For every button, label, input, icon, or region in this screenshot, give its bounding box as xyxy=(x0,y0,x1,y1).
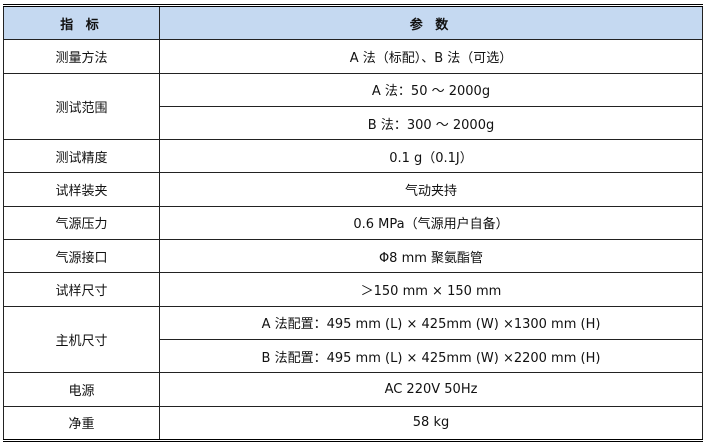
table-row: 测量方法 A 法（标配）、B 法（可选） xyxy=(3,39,703,74)
row-value: AC 220V 50Hz xyxy=(159,372,703,407)
row-label: 试样装夹 xyxy=(3,172,160,207)
table-row: 试样尺寸 ＞150 mm × 150 mm xyxy=(3,272,703,307)
header-parameter: 参 数 xyxy=(159,4,703,41)
row-value: 0.6 MPa（气源用户自备） xyxy=(159,205,703,241)
row-label: 试样尺寸 xyxy=(3,272,160,307)
table-row: 电源 AC 220V 50Hz xyxy=(3,372,703,407)
row-label: 测试范围 xyxy=(3,72,160,141)
row-value: A 法：50 ～ 2000g xyxy=(159,72,703,107)
spec-table: 指 标 参 数 测量方法 A 法（标配）、B 法（可选） 测试范围 A 法：50 ～ … xyxy=(3,4,703,442)
row-value: ＞150 mm × 150 mm xyxy=(159,272,703,307)
row-value: B 法配置：495 mm (L) × 425mm (W) ×2200 mm (H… xyxy=(159,338,703,374)
table-row: 主机尺寸 A 法配置：495 mm (L) × 425mm (W) ×1300 m… xyxy=(3,305,703,374)
row-label: 气源接口 xyxy=(3,239,160,274)
row-label: 主机尺寸 xyxy=(3,305,160,374)
row-label: 测量方法 xyxy=(3,39,160,74)
row-value: Φ8 mm 聚氨酯管 xyxy=(159,239,703,274)
table-row: 测试范围 A 法：50 ～ 2000g xyxy=(3,72,703,141)
row-label: 电源 xyxy=(3,372,160,407)
row-label: 净重 xyxy=(3,405,160,441)
row-label: 气源压力 xyxy=(3,205,160,241)
row-value: B 法：300 ～ 2000g xyxy=(159,105,703,141)
row-label: 测试精度 xyxy=(3,139,160,174)
table-row: 净重 58 kg xyxy=(3,405,703,441)
row-value: A 法（标配）、B 法（可选） xyxy=(159,39,703,74)
table-row: 试样装夹 气动夹持 xyxy=(3,172,703,207)
row-value: 气动夹持 xyxy=(159,172,703,207)
table-row: B 法配置：495 mm (L) × 425mm (W) ×2200 mm (H… xyxy=(4,338,703,374)
table-row: B 法：300 ～ 2000g xyxy=(4,105,703,141)
row-value: 58 kg xyxy=(159,405,703,441)
table-row: 气源接口 Φ8 mm 聚氨酯管 xyxy=(3,239,703,274)
table-row: 测试精度 0.1 g（0.1J） xyxy=(3,139,703,174)
table-row: 气源压力 0.6 MPa（气源用户自备） xyxy=(3,205,703,241)
row-value: A 法配置：495 mm (L) × 425mm (W) ×1300 mm (H… xyxy=(159,305,703,340)
row-value: 0.1 g（0.1J） xyxy=(159,139,703,174)
header-indicator: 指 标 xyxy=(3,4,160,41)
